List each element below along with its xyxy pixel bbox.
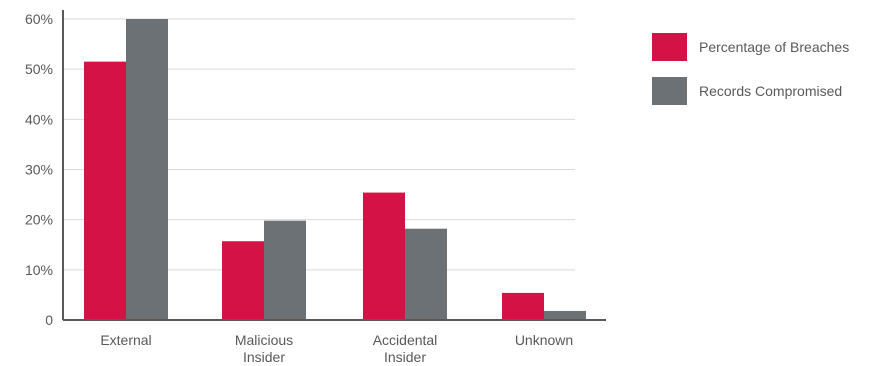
bar-percentage-of-breaches: [363, 192, 405, 320]
x-tick-label: Accidental: [373, 332, 438, 348]
y-tick-label: 30%: [25, 162, 53, 178]
x-tick-label: Insider: [243, 349, 285, 365]
x-tick-label: Insider: [384, 349, 426, 365]
legend-item-records-compromised: Records Compromised: [652, 76, 849, 106]
legend-swatch: [652, 77, 687, 105]
y-tick-label: 40%: [25, 111, 53, 127]
y-tick-label: 50%: [25, 61, 53, 77]
bar-percentage-of-breaches: [84, 61, 126, 321]
y-tick-label: 20%: [25, 212, 53, 228]
x-axis-ticks: External MaliciousInsiderAccidentalInside…: [100, 332, 573, 365]
y-tick-label: 60%: [25, 11, 53, 27]
bar-records-compromised: [126, 19, 168, 320]
x-tick-label: Malicious: [235, 332, 293, 348]
legend-label: Records Compromised: [699, 83, 843, 99]
bars: [84, 19, 586, 321]
legend-item-percentage-of-breaches: Percentage of Breaches: [652, 32, 849, 62]
y-tick-label: 0: [45, 312, 53, 328]
y-axis-ticks: 0 10% 20% 30% 40% 50% 60%: [25, 11, 53, 328]
x-tick-label: Unknown: [515, 332, 573, 348]
axes: [62, 10, 606, 321]
legend-label: Percentage of Breaches: [699, 39, 850, 55]
bar-records-compromised: [405, 228, 447, 320]
legend: Percentage of Breaches Records Compromis…: [652, 32, 849, 120]
legend-swatch: [652, 33, 687, 61]
bar-records-compromised: [264, 220, 306, 320]
y-tick-label: 10%: [25, 262, 53, 278]
bar-percentage-of-breaches: [502, 292, 544, 320]
bar-percentage-of-breaches: [222, 241, 264, 320]
bar-records-compromised: [544, 310, 586, 320]
x-tick-label: External: [100, 332, 151, 348]
